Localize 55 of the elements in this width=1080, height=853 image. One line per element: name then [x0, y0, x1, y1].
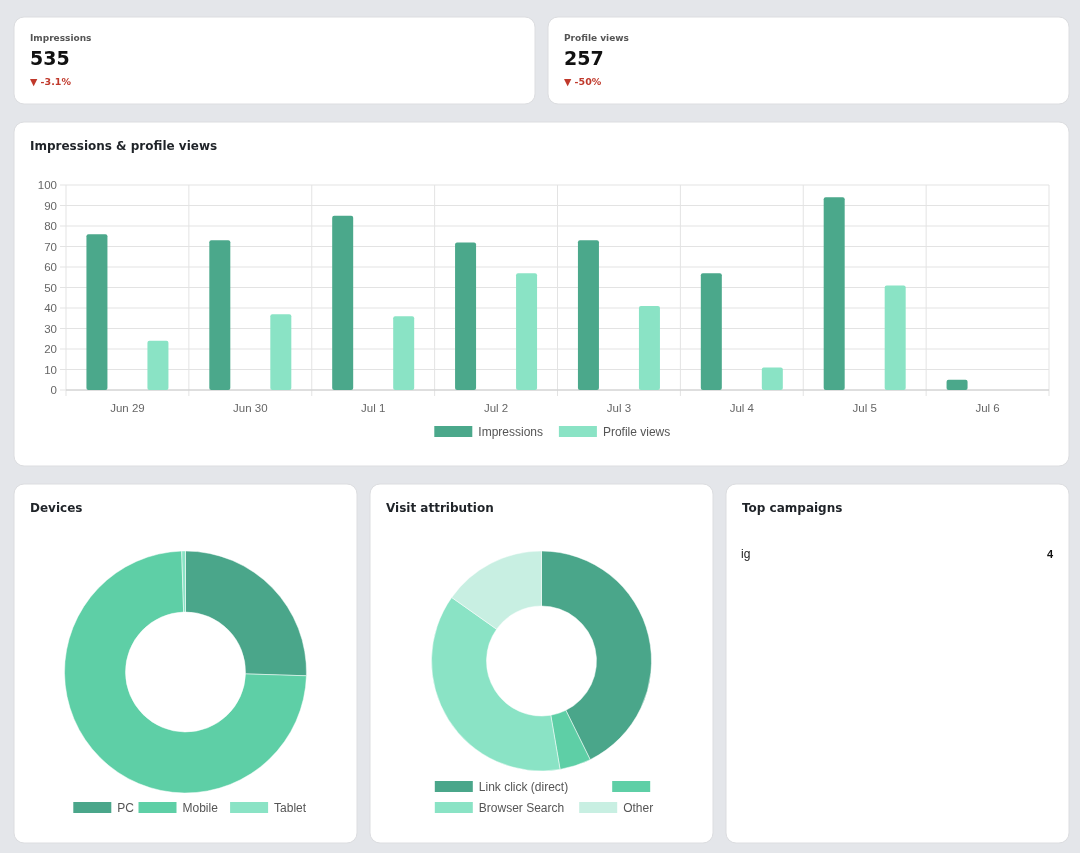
y-tick-label: 40 — [44, 302, 57, 314]
legend-label: Browser Search — [478, 801, 565, 815]
bar — [516, 273, 538, 390]
bar — [700, 273, 722, 390]
legend-label: Tablet — [274, 801, 307, 815]
y-tick-label: 90 — [44, 199, 57, 212]
y-tick-label: 0 — [50, 384, 57, 396]
text: ▼ -50% — [564, 76, 602, 87]
legend-label: Other — [623, 801, 654, 815]
bar — [577, 240, 599, 390]
text: Top campaigns — [742, 501, 843, 515]
bar — [147, 340, 169, 390]
bar — [86, 234, 108, 390]
legend-label: Impressions — [478, 425, 543, 439]
x-tick-label: Jul 5 — [852, 402, 877, 414]
y-tick-label: 60 — [44, 261, 57, 273]
x-tick-label: Jul 2 — [483, 402, 509, 414]
x-tick-label: Jun 29 — [110, 402, 145, 414]
legend-label: Mobile — [182, 801, 219, 815]
chart-title: Impressions & profile views — [30, 139, 218, 153]
x-tick-label: Jul 4 — [729, 402, 755, 414]
bar — [393, 316, 415, 390]
legend-label: Profile views — [602, 425, 671, 439]
text: Impressions — [30, 33, 92, 43]
bar — [638, 305, 660, 390]
text: 535 — [30, 47, 70, 69]
x-tick-label: Jul 6 — [975, 402, 1000, 414]
text: 4 — [1046, 548, 1054, 560]
x-tick-label: Jul 3 — [606, 402, 632, 414]
bar — [332, 215, 354, 390]
text: 257 — [564, 47, 604, 69]
y-tick-label: 70 — [44, 240, 57, 253]
bar — [270, 314, 292, 390]
bar — [946, 379, 968, 390]
x-tick-label: Jul 1 — [361, 402, 386, 414]
text: Profile views — [564, 33, 629, 43]
y-tick-label: 10 — [44, 363, 57, 376]
text: ▼ -3.1% — [30, 76, 72, 87]
y-tick-label: 100 — [37, 179, 57, 191]
chart-title: Devices — [30, 501, 83, 515]
legend-label: PC — [117, 801, 135, 815]
donut-slice — [64, 550, 307, 794]
chart-title: Visit attribution — [386, 501, 494, 515]
y-tick-label: 20 — [44, 343, 57, 355]
y-tick-label: 30 — [44, 322, 57, 335]
bar — [884, 285, 906, 390]
bar — [209, 240, 231, 390]
bar — [455, 242, 477, 390]
x-tick-label: Jun 30 — [233, 402, 268, 414]
y-tick-label: 50 — [44, 281, 57, 294]
bar — [823, 197, 845, 390]
y-tick-label: 80 — [44, 220, 57, 232]
bar — [761, 367, 783, 390]
text: ig — [741, 547, 751, 561]
legend-label: Link click (direct) — [478, 780, 569, 794]
